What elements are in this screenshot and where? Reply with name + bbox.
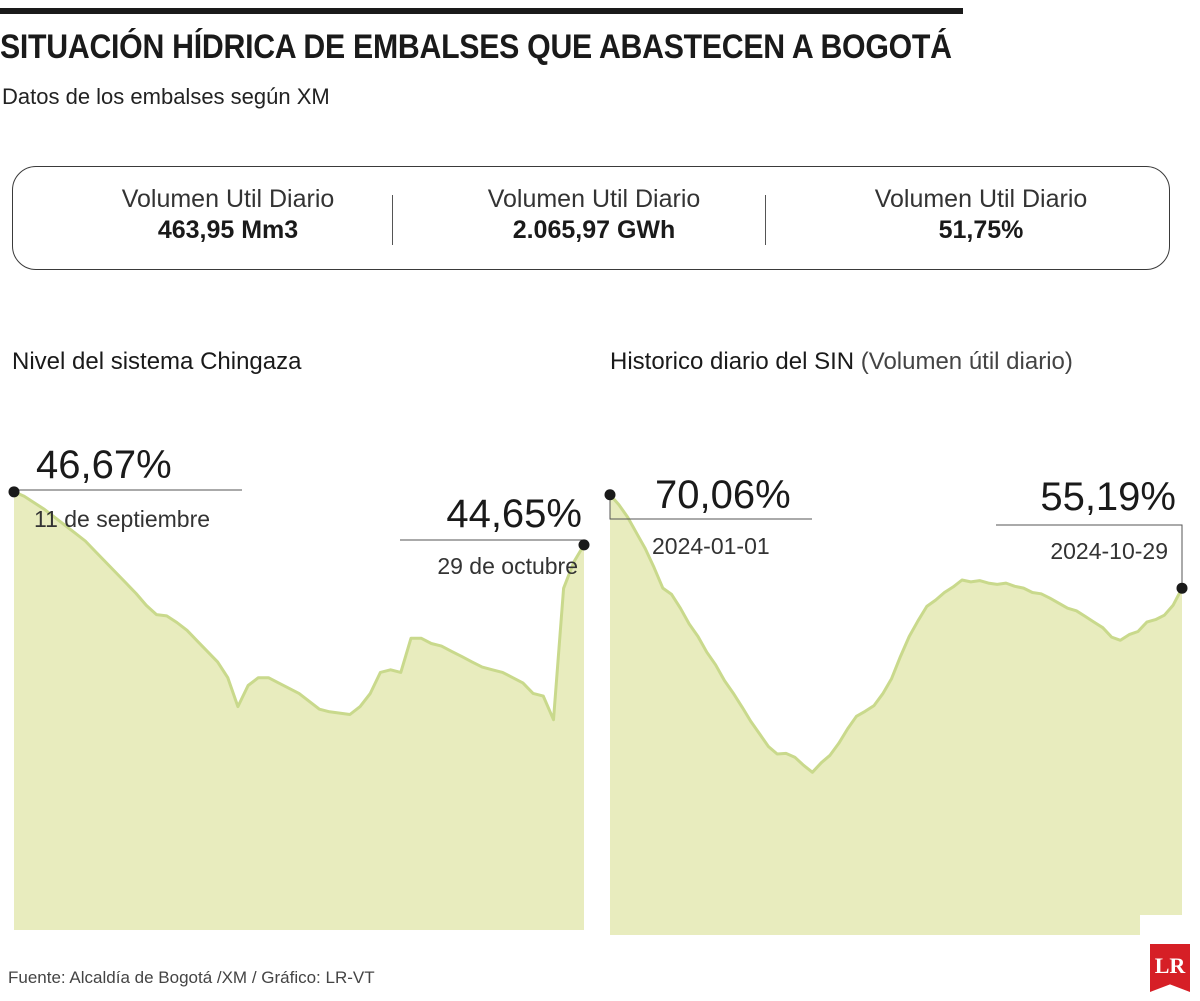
data-point <box>1176 582 1188 594</box>
chart-title-text: Historico diario del SIN <box>610 348 855 375</box>
stat-divider <box>392 195 393 245</box>
data-label-date: 29 de octubre <box>437 553 578 579</box>
stats-box: Volumen Util Diario 463,95 Mm3 Volumen U… <box>12 166 1170 270</box>
annotation-chingaza-start: 46,67% 11 de septiembre <box>8 443 242 532</box>
data-label-value: 46,67% <box>36 443 172 487</box>
series-line-chingaza <box>13 490 586 722</box>
data-point <box>8 486 20 498</box>
stat-label: Volumen Util Diario <box>121 185 335 213</box>
lr-logo: LR <box>1150 944 1190 992</box>
chart-title-chingaza: Nivel del sistema Chingaza <box>12 348 301 376</box>
stat-volume-gwh: Volumen Util Diario 2.065,97 GWh <box>424 185 764 245</box>
area-fill-chingaza <box>14 491 584 930</box>
stat-value: 2.065,97 GWh <box>512 216 676 244</box>
chart-title-text: Nivel del sistema Chingaza <box>12 348 302 375</box>
stat-volume-mm3: Volumen Util Diario 463,95 Mm3 <box>58 185 398 245</box>
data-label-value: 70,06% <box>655 473 791 517</box>
chart-sin: 70,06% 2024-01-01 55,19% 2024-10-29 <box>604 473 1188 935</box>
stat-value: 463,95 Mm3 <box>157 216 299 244</box>
data-point <box>604 489 616 501</box>
stat-volume-percent: Volumen Util Diario 51,75% <box>811 185 1151 245</box>
annotation-sin-end: 55,19% 2024-10-29 <box>996 475 1188 594</box>
leader-line <box>400 539 585 545</box>
source-credit: Fuente: Alcaldía de Bogotá /XM / Gráfico… <box>8 968 375 987</box>
data-label-value: 44,65% <box>446 492 582 536</box>
page-subtitle: Datos de los embalses según XM <box>2 84 330 109</box>
annotation-chingaza-end: 44,65% 29 de octubre <box>400 492 590 579</box>
annotation-sin-start: 70,06% 2024-01-01 <box>604 473 812 559</box>
stat-label: Volumen Util Diario <box>874 185 1088 213</box>
chart-title-sin: Historico diario del SIN (Volumen útil d… <box>610 348 1073 376</box>
chart-title-note: (Volumen útil diario) <box>860 348 1073 375</box>
data-point <box>578 539 590 551</box>
data-label-value: 55,19% <box>1040 475 1176 519</box>
leader-line <box>13 489 242 492</box>
area-fill-sin <box>610 494 1182 935</box>
data-label-date: 2024-10-29 <box>1050 538 1168 564</box>
leader-line <box>609 494 812 520</box>
lr-logo-text: LR <box>1154 953 1186 978</box>
top-rule <box>0 8 963 14</box>
data-label-date: 2024-01-01 <box>652 533 770 559</box>
chart-chingaza: 46,67% 11 de septiembre 44,65% 29 de octubr… <box>8 443 590 930</box>
page-title: SITUACIÓN HÍDRICA DE EMBALSES QUE ABASTE… <box>0 28 952 66</box>
data-label-date: 11 de septiembre <box>34 506 210 532</box>
leader-line <box>996 524 1183 589</box>
stat-value: 51,75% <box>938 216 1024 244</box>
stat-label: Volumen Util Diario <box>487 185 701 213</box>
stat-divider <box>765 195 766 245</box>
series-line-sin <box>608 493 1184 774</box>
